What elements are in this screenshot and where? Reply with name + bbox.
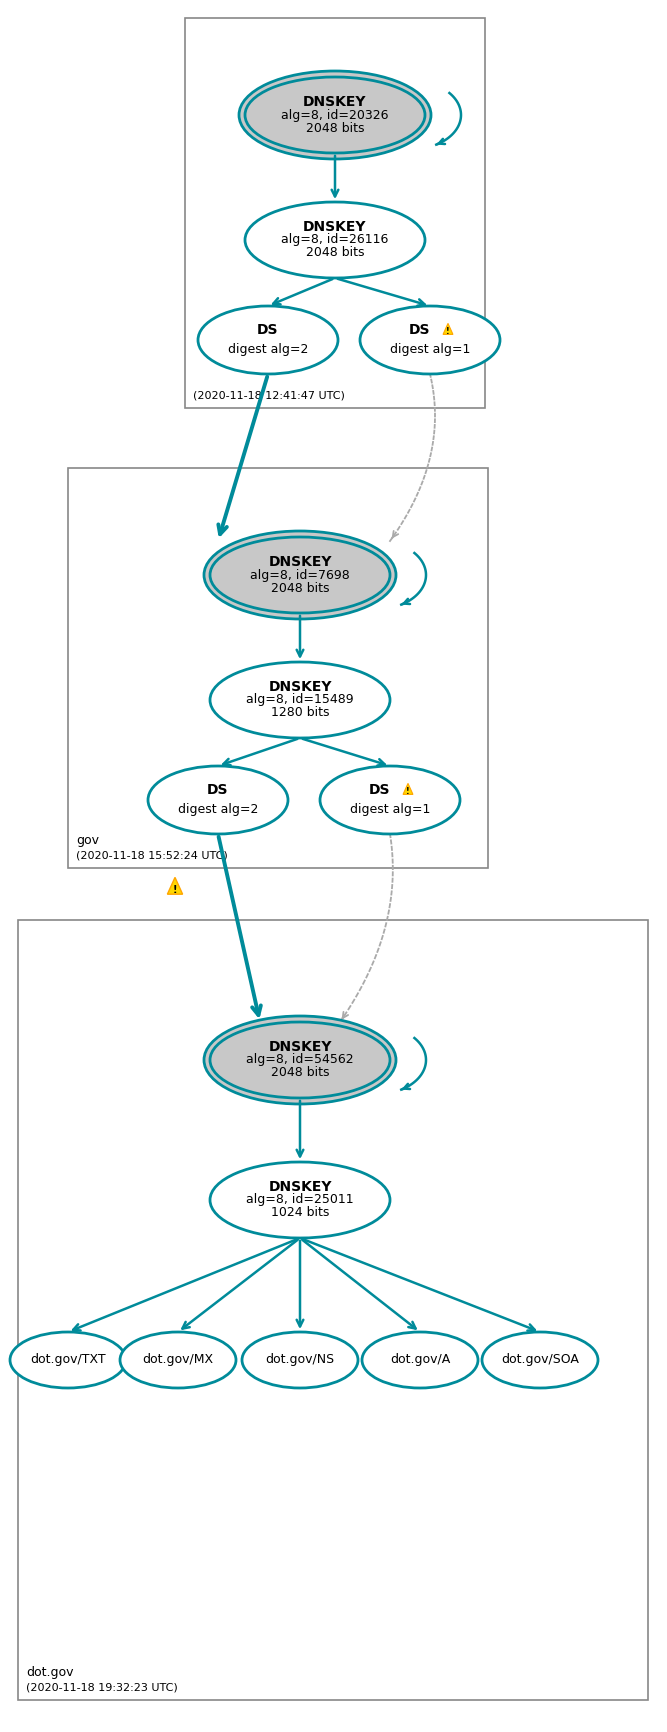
Ellipse shape [210, 662, 390, 738]
Text: 1280 bits: 1280 bits [271, 707, 329, 719]
Text: DNSKEY: DNSKEY [268, 681, 331, 695]
Ellipse shape [362, 1332, 478, 1387]
Text: dot.gov/A: dot.gov/A [390, 1353, 450, 1367]
Text: dot.gov: dot.gov [26, 1666, 73, 1678]
Text: (2020-11-18 12:41:47 UTC): (2020-11-18 12:41:47 UTC) [193, 390, 345, 400]
Ellipse shape [245, 76, 425, 152]
Text: 2048 bits: 2048 bits [271, 1067, 329, 1079]
Text: 2048 bits: 2048 bits [271, 582, 329, 594]
Text: alg=8, id=25011: alg=8, id=25011 [246, 1193, 354, 1207]
Text: digest alg=1: digest alg=1 [350, 804, 430, 816]
Text: dot.gov/TXT: dot.gov/TXT [30, 1353, 106, 1367]
Text: alg=8, id=7698: alg=8, id=7698 [250, 568, 350, 582]
Text: (2020-11-18 15:52:24 UTC): (2020-11-18 15:52:24 UTC) [76, 850, 227, 861]
Ellipse shape [210, 537, 390, 613]
Text: DS: DS [410, 322, 431, 338]
Text: (2020-11-18 19:32:23 UTC): (2020-11-18 19:32:23 UTC) [26, 1682, 177, 1692]
Text: DNSKEY: DNSKEY [303, 220, 367, 234]
Text: dot.gov/SOA: dot.gov/SOA [501, 1353, 579, 1367]
Ellipse shape [120, 1332, 236, 1387]
Ellipse shape [148, 766, 288, 835]
Text: alg=8, id=54562: alg=8, id=54562 [246, 1053, 354, 1067]
Text: digest alg=2: digest alg=2 [178, 804, 258, 816]
Text: DNSKEY: DNSKEY [268, 1039, 331, 1055]
Ellipse shape [320, 766, 460, 835]
Text: DS: DS [257, 322, 279, 338]
Text: DS: DS [207, 783, 229, 797]
Text: 2048 bits: 2048 bits [305, 246, 364, 260]
Text: dot.gov/MX: dot.gov/MX [143, 1353, 213, 1367]
Polygon shape [167, 878, 183, 894]
Polygon shape [403, 783, 413, 795]
Text: alg=8, id=20326: alg=8, id=20326 [281, 109, 389, 121]
Ellipse shape [204, 532, 396, 618]
Text: digest alg=1: digest alg=1 [390, 343, 470, 357]
Text: !: ! [406, 788, 410, 797]
Ellipse shape [482, 1332, 598, 1387]
Ellipse shape [360, 307, 500, 374]
Text: alg=8, id=26116: alg=8, id=26116 [281, 234, 389, 246]
Text: DNSKEY: DNSKEY [268, 554, 331, 570]
Bar [18, 920, 648, 1701]
Text: DNSKEY: DNSKEY [268, 1179, 331, 1193]
Text: DS: DS [370, 783, 391, 797]
Text: 1024 bits: 1024 bits [271, 1207, 329, 1219]
Bar [185, 17, 485, 409]
Ellipse shape [245, 203, 425, 279]
Bar [68, 468, 488, 868]
Polygon shape [443, 324, 453, 334]
Text: digest alg=2: digest alg=2 [228, 343, 308, 357]
Ellipse shape [10, 1332, 126, 1387]
Ellipse shape [204, 1017, 396, 1103]
Ellipse shape [210, 1022, 390, 1098]
Text: dot.gov/NS: dot.gov/NS [265, 1353, 335, 1367]
Text: DNSKEY: DNSKEY [303, 95, 367, 109]
Ellipse shape [242, 1332, 358, 1387]
Ellipse shape [239, 71, 431, 159]
Text: 2048 bits: 2048 bits [305, 121, 364, 135]
Text: alg=8, id=15489: alg=8, id=15489 [246, 693, 354, 707]
Ellipse shape [198, 307, 338, 374]
Ellipse shape [210, 1162, 390, 1238]
Text: !: ! [173, 885, 177, 895]
Text: gov: gov [76, 835, 99, 847]
Text: !: ! [446, 327, 450, 336]
